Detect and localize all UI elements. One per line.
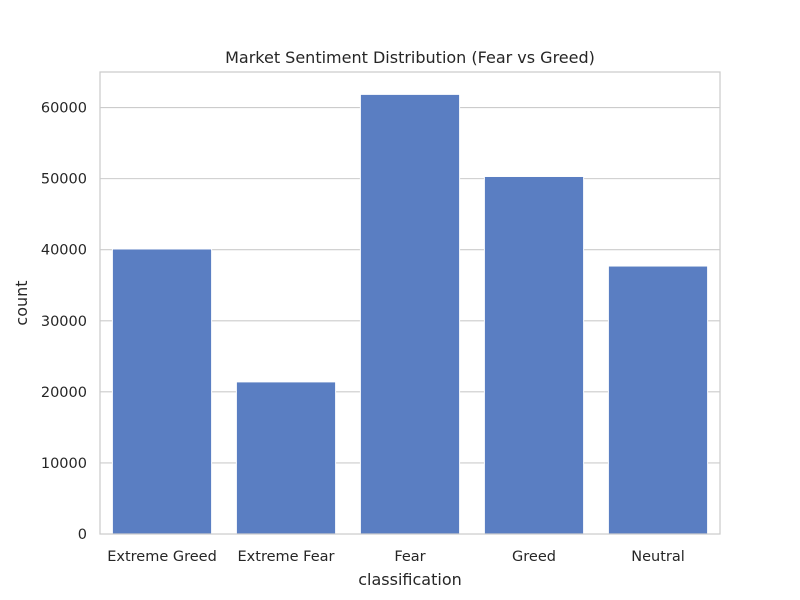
x-tick-label: Extreme Greed bbox=[107, 549, 217, 565]
x-axis-label: classification bbox=[358, 570, 462, 589]
bar bbox=[483, 175, 585, 535]
y-tick-label: 40000 bbox=[41, 243, 87, 259]
bar bbox=[235, 381, 337, 535]
y-axis-label: count bbox=[12, 280, 31, 325]
x-tick-labels: Extreme Greed Extreme Fear Fear Greed Neutra… bbox=[107, 549, 685, 565]
x-tick-label: Extreme Fear bbox=[238, 549, 335, 565]
y-tick-label: 30000 bbox=[41, 314, 87, 330]
x-tick-label: Greed bbox=[512, 549, 556, 565]
y-tick-label: 60000 bbox=[41, 101, 87, 117]
x-tick-label: Neutral bbox=[631, 549, 685, 565]
y-tick-label: 20000 bbox=[41, 385, 87, 401]
y-tick-labels: 0 10000 20000 30000 40000 50000 60000 bbox=[41, 101, 87, 543]
bar bbox=[359, 93, 461, 535]
plot-frame bbox=[99, 71, 721, 535]
y-tick-label: 50000 bbox=[41, 172, 87, 188]
y-tick-label: 0 bbox=[78, 527, 87, 543]
chart-title: Market Sentiment Distribution (Fear vs G… bbox=[225, 48, 595, 67]
bar bbox=[111, 248, 213, 535]
x-tick-label: Fear bbox=[394, 549, 425, 565]
y-tick-label: 10000 bbox=[41, 456, 87, 472]
bar-layer bbox=[111, 93, 709, 535]
bar bbox=[607, 265, 709, 535]
